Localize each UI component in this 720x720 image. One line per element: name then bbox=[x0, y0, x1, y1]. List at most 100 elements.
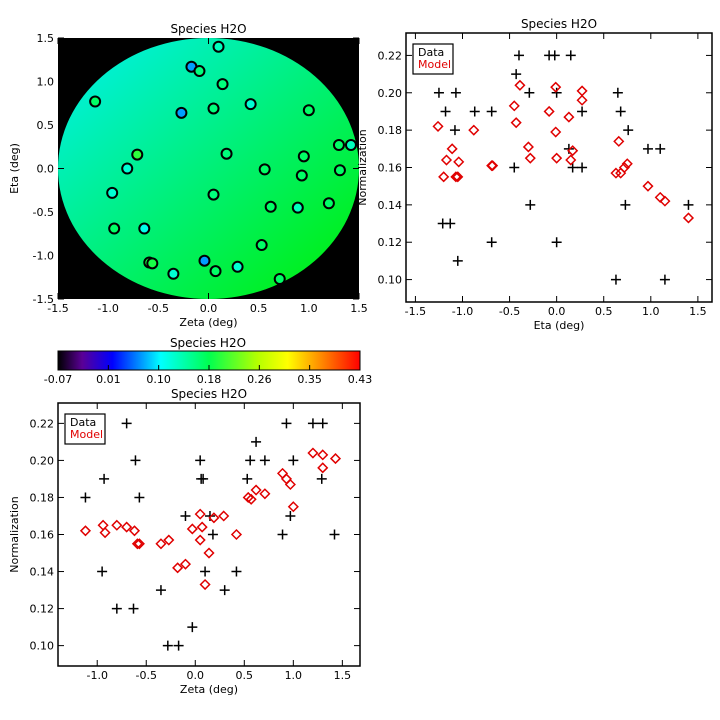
model-point-diamond bbox=[186, 523, 198, 535]
model-point-diamond bbox=[131, 538, 143, 550]
model-point-diamond bbox=[550, 81, 562, 93]
data-point-marker bbox=[106, 186, 119, 199]
data-point-marker bbox=[89, 95, 102, 108]
data-point-plus bbox=[155, 585, 166, 596]
data-point-marker bbox=[264, 200, 277, 213]
x-tick-label: 0.5 bbox=[236, 669, 254, 682]
data-point-plus bbox=[655, 143, 666, 154]
plot-frame bbox=[405, 32, 713, 303]
x-tick-label: 0.0 bbox=[548, 305, 566, 318]
model-point-diamond bbox=[682, 212, 695, 224]
model-point-diamond bbox=[659, 195, 671, 207]
data-point-marker bbox=[193, 65, 206, 78]
model-point-diamond bbox=[121, 521, 133, 533]
data-point-plus bbox=[281, 418, 292, 429]
y-tick-label: 0.14 bbox=[30, 566, 55, 579]
x-axis-label: Zeta (deg) bbox=[179, 316, 237, 329]
data-point-plus bbox=[620, 199, 631, 210]
x-tick-label: 0.0 bbox=[187, 669, 205, 682]
data-point-marker bbox=[212, 40, 225, 53]
data-point-plus bbox=[469, 106, 480, 117]
data-point-plus bbox=[449, 125, 460, 136]
data-point-marker bbox=[244, 98, 257, 111]
y-tick-label: 0.14 bbox=[378, 199, 403, 212]
data-point-plus bbox=[551, 237, 562, 248]
model-point-diamond bbox=[468, 124, 480, 136]
data-point-plus bbox=[577, 162, 588, 173]
x-tick-label: 1.5 bbox=[334, 669, 352, 682]
data-point-plus bbox=[130, 455, 141, 466]
model-point-diamond bbox=[440, 154, 453, 166]
model-point-diamond bbox=[452, 171, 464, 183]
y-tick-label: 0.5 bbox=[37, 119, 55, 132]
data-point-plus bbox=[307, 418, 318, 429]
model-point-diamond bbox=[218, 510, 230, 522]
data-point-plus bbox=[219, 585, 230, 596]
model-point-diamond bbox=[203, 547, 215, 559]
colorbar-title: Species H2O bbox=[170, 336, 246, 350]
data-point-marker bbox=[167, 267, 180, 280]
data-point-plus bbox=[173, 640, 184, 651]
x-tick-label: -0.5 bbox=[148, 302, 169, 315]
model-point-diamond bbox=[284, 478, 296, 491]
model-point-diamond bbox=[155, 538, 167, 550]
data-point-marker bbox=[146, 257, 159, 270]
model-point-diamond bbox=[133, 538, 145, 550]
data-point-plus bbox=[509, 162, 520, 173]
data-point-plus bbox=[121, 418, 132, 429]
model-point-diamond bbox=[453, 156, 465, 168]
colorbar-tick-label: -0.07 bbox=[44, 373, 72, 386]
x-tick-label: -1.0 bbox=[97, 302, 118, 315]
data-point-plus bbox=[317, 418, 328, 429]
data-point-plus bbox=[329, 529, 340, 540]
model-point-diamond bbox=[610, 167, 622, 179]
x-tick-label: 1.0 bbox=[300, 302, 318, 315]
y-tick-label: 0.18 bbox=[378, 124, 403, 137]
model-point-diamond bbox=[194, 534, 206, 546]
y-tick-label: 0.10 bbox=[30, 640, 55, 653]
model-point-diamond bbox=[567, 145, 579, 157]
x-tick-label: 1.0 bbox=[642, 305, 660, 318]
y-tick-label: 0.10 bbox=[378, 274, 403, 287]
y-tick-label: 1.5 bbox=[37, 32, 55, 45]
data-point-plus bbox=[187, 622, 198, 633]
data-point-plus bbox=[440, 106, 451, 117]
data-point-plus bbox=[128, 603, 139, 614]
data-point-plus bbox=[162, 640, 173, 651]
data-point-marker bbox=[207, 102, 220, 115]
data-point-plus bbox=[80, 492, 91, 503]
legend-box bbox=[64, 413, 106, 445]
model-point-diamond bbox=[199, 578, 211, 591]
data-point-plus bbox=[450, 87, 461, 98]
model-point-diamond bbox=[514, 79, 526, 91]
data-point-marker bbox=[333, 164, 346, 177]
data-point-plus bbox=[549, 50, 560, 61]
colorbar-tick-label: 0.35 bbox=[297, 373, 322, 386]
chart-title: Species H2O bbox=[521, 17, 597, 31]
data-point-marker bbox=[121, 162, 134, 175]
data-point-plus bbox=[134, 492, 145, 503]
data-point-marker bbox=[322, 197, 335, 210]
data-point-plus bbox=[610, 274, 621, 285]
data-point-plus bbox=[683, 199, 694, 210]
colorbar-tick-label: 0.18 bbox=[197, 373, 222, 386]
model-field-disk bbox=[58, 38, 359, 299]
model-point-diamond bbox=[208, 512, 220, 524]
y-tick-label: -0.5 bbox=[33, 206, 54, 219]
x-tick-label: -0.5 bbox=[136, 669, 157, 682]
y-tick-label: 0.18 bbox=[30, 491, 55, 504]
data-point-marker bbox=[207, 188, 220, 201]
x-tick-label: 1.5 bbox=[350, 302, 368, 315]
y-tick-label: 0.20 bbox=[30, 454, 55, 467]
data-point-marker bbox=[295, 169, 308, 182]
data-point-plus bbox=[551, 87, 562, 98]
data-point-plus bbox=[251, 436, 262, 447]
data-point-marker bbox=[175, 106, 188, 119]
data-point-plus bbox=[180, 510, 191, 521]
y-tick-label: 0.22 bbox=[30, 417, 55, 430]
data-point-plus bbox=[577, 106, 588, 117]
data-point-plus bbox=[565, 50, 576, 61]
legend-entry-model: Model bbox=[418, 58, 451, 71]
